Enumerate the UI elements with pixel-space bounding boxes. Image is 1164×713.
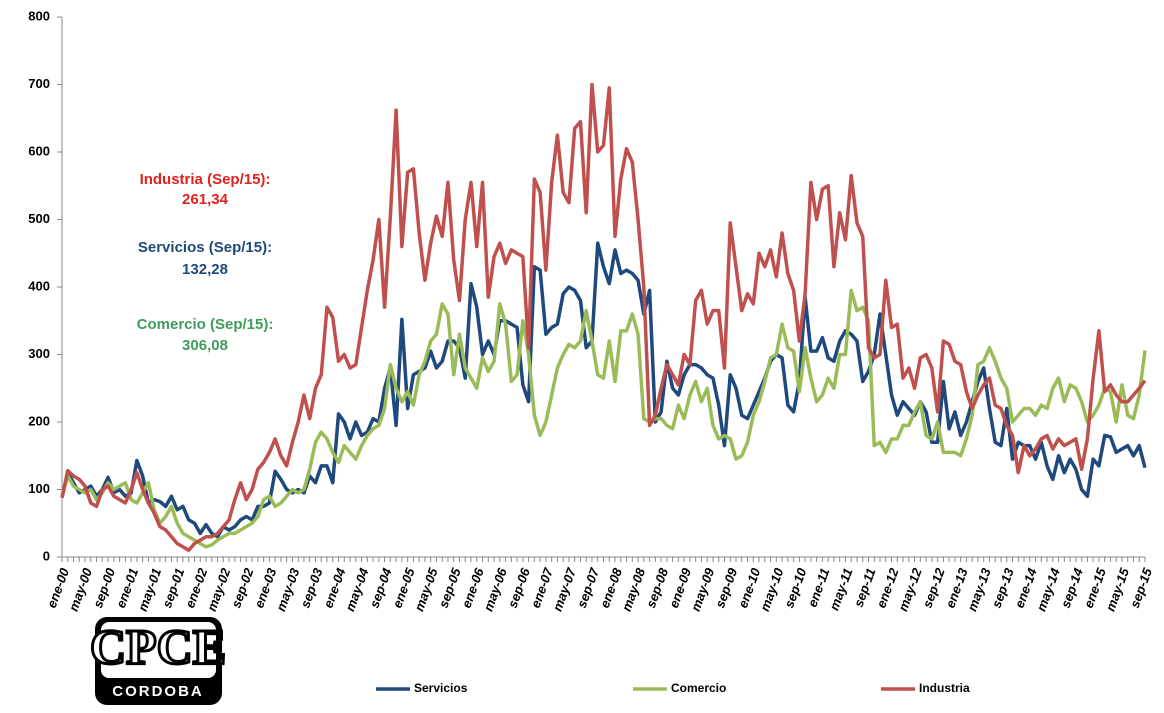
- legend-label: Servicios: [414, 681, 468, 695]
- legend-label: Comercio: [671, 681, 726, 695]
- y-tick-label: 800: [28, 8, 50, 23]
- annotation-value: 306,08: [182, 337, 228, 354]
- y-tick-label: 500: [28, 211, 50, 226]
- annotation-label: Industria (Sep/15):: [140, 171, 271, 188]
- annotation-label: Servicios (Sep/15):: [138, 239, 272, 256]
- annotation-value: 261,34: [182, 191, 229, 208]
- annotation-value: 132,28: [182, 261, 228, 278]
- logo-title: CPCE: [90, 618, 226, 674]
- logo: CPCE CORDOBA: [88, 617, 228, 705]
- y-tick-label: 700: [28, 76, 50, 91]
- y-tick-label: 100: [28, 481, 50, 496]
- series-line: [60, 288, 1147, 549]
- y-tick-label: 400: [28, 278, 50, 293]
- legend-label: Industria: [919, 681, 970, 695]
- legend-item: Industria: [881, 681, 970, 695]
- series-line: [60, 241, 1147, 539]
- series-line: [60, 82, 1147, 552]
- logo-panel: [101, 622, 216, 678]
- y-tick-label: 0: [43, 548, 50, 563]
- legend-item: Servicios: [376, 681, 468, 695]
- legend-item: Comercio: [633, 681, 726, 695]
- y-tick-label: 600: [28, 143, 50, 158]
- annotation-label: Comercio (Sep/15):: [137, 316, 274, 333]
- y-tick-label: 200: [28, 413, 50, 428]
- logo-subtitle: CORDOBA: [112, 683, 204, 700]
- y-tick-label: 300: [28, 346, 50, 361]
